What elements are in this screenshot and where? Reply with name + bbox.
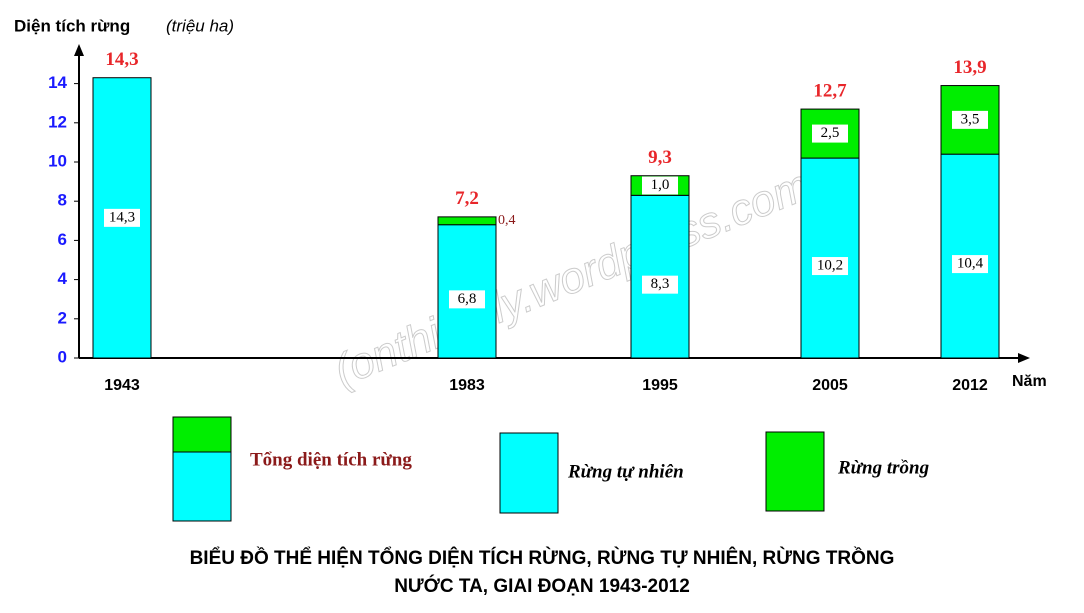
value-label: 2,5 <box>821 125 840 141</box>
label-box <box>642 176 678 195</box>
y-tick-label: 8 <box>58 191 67 210</box>
y-axis-label: Diện tích rừng <box>14 16 130 35</box>
legend-swatch <box>499 432 559 514</box>
value-label: 10,4 <box>957 256 984 272</box>
label-box <box>104 208 140 227</box>
value-label: 0,4 <box>498 213 516 228</box>
chart-title: NƯỚC TA, GIAI ĐOẠN 1943-2012 <box>394 575 690 597</box>
legend-swatch <box>172 451 232 522</box>
total-label: 12,7 <box>813 80 847 101</box>
y-tick-label: 6 <box>58 230 67 249</box>
value-label: 8,3 <box>651 276 670 292</box>
chart-title: BIỂU ĐỒ THỂ HIỆN TỔNG DIỆN TÍCH RỪNG, RỪ… <box>190 547 895 569</box>
total-label: 13,9 <box>953 57 986 78</box>
legend-swatch <box>172 416 232 453</box>
total-label: 7,2 <box>455 188 479 209</box>
x-tick-label: 1995 <box>642 377 678 394</box>
legend-label: Tổng diện tích rừng <box>250 449 412 470</box>
value-label: 3,5 <box>961 111 980 127</box>
y-tick-label: 12 <box>48 112 67 131</box>
label-box <box>952 110 988 129</box>
label-box <box>812 124 848 143</box>
label-box <box>449 290 485 309</box>
legend-swatch <box>765 431 825 512</box>
value-label: 1,0 <box>651 177 670 193</box>
label-box <box>642 275 678 294</box>
y-axis-arrow <box>74 44 84 56</box>
value-label: 6,8 <box>458 291 477 307</box>
y-tick-label: 2 <box>58 308 67 327</box>
watermark: (onthidaily.wordpress.com) <box>328 155 831 396</box>
x-axis-arrow <box>1018 353 1030 363</box>
value-label: 14,3 <box>109 209 135 225</box>
y-tick-label: 4 <box>58 269 68 288</box>
y-axis-unit: (triệu ha) <box>166 16 234 35</box>
bar-segment <box>437 216 497 226</box>
x-tick-label: 1943 <box>104 377 140 394</box>
x-axis-label: Năm <box>1012 373 1047 390</box>
total-label: 9,3 <box>648 147 672 168</box>
x-tick-label: 2012 <box>952 377 988 394</box>
y-tick-label: 10 <box>48 151 67 170</box>
y-tick-label: 0 <box>58 347 67 366</box>
total-label: 14,3 <box>105 49 138 70</box>
x-tick-label: 2005 <box>812 377 848 394</box>
legend-label: Rừng trồng <box>837 457 929 478</box>
x-tick-label: 1983 <box>449 377 485 394</box>
label-box <box>952 255 988 274</box>
value-label: 10,2 <box>817 257 843 273</box>
legend-label: Rừng tự nhiên <box>567 461 684 482</box>
y-tick-label: 14 <box>48 73 67 92</box>
label-box <box>812 257 848 276</box>
